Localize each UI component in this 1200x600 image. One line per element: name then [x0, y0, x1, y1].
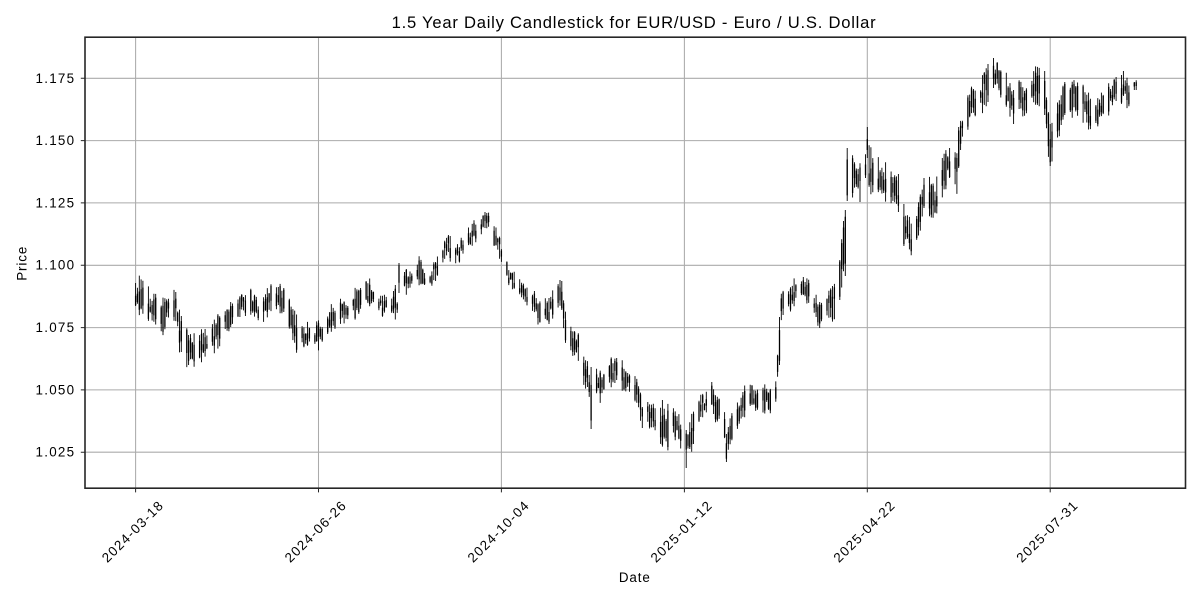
svg-text:Date: Date	[619, 570, 651, 585]
svg-text:1.050: 1.050	[36, 382, 76, 397]
svg-text:1.175: 1.175	[36, 71, 76, 86]
svg-text:1.5 Year Daily Candlestick for: 1.5 Year Daily Candlestick for EUR/USD -…	[392, 13, 877, 32]
svg-text:1.150: 1.150	[36, 133, 76, 148]
svg-text:Price: Price	[15, 246, 30, 281]
svg-text:1.025: 1.025	[36, 445, 76, 460]
svg-text:1.075: 1.075	[36, 320, 76, 335]
svg-text:1.100: 1.100	[36, 258, 76, 273]
svg-text:1.125: 1.125	[36, 195, 76, 210]
